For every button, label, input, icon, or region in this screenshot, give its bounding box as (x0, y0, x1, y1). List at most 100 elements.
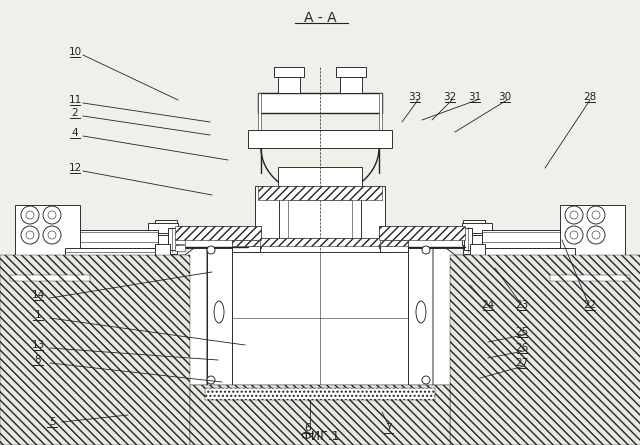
Text: 30: 30 (499, 92, 511, 102)
Circle shape (570, 231, 578, 239)
Bar (380, 240, 408, 246)
Bar (207, 238, 232, 393)
Bar (148, 223, 178, 233)
Circle shape (592, 231, 600, 239)
Bar (15, 205, 80, 257)
Bar (462, 235, 492, 245)
Bar (231, 385, 239, 403)
Bar (232, 238, 408, 398)
Bar (482, 230, 580, 248)
Bar (408, 238, 433, 393)
Bar (15, 258, 80, 276)
Bar (10, 260, 30, 274)
Bar (248, 238, 392, 252)
Bar (340, 75, 362, 93)
Circle shape (207, 376, 215, 384)
Bar (65, 248, 160, 260)
Text: 26: 26 (515, 343, 529, 353)
Bar (258, 186, 382, 200)
Bar (598, 258, 630, 276)
Circle shape (587, 206, 605, 224)
Bar (255, 186, 279, 242)
Text: 1: 1 (35, 310, 42, 320)
Text: 5: 5 (49, 417, 55, 427)
Text: 23: 23 (515, 300, 529, 310)
Text: 12: 12 (68, 163, 82, 173)
Bar (450, 255, 640, 445)
Text: 11: 11 (68, 95, 82, 105)
Bar (380, 240, 408, 252)
Circle shape (26, 231, 34, 239)
Bar (155, 220, 177, 254)
Bar (206, 385, 214, 403)
Text: 7: 7 (385, 423, 391, 433)
Polygon shape (258, 93, 261, 148)
Circle shape (592, 211, 600, 219)
Ellipse shape (416, 301, 426, 323)
Bar (480, 248, 575, 260)
Text: 33: 33 (408, 92, 422, 102)
Bar (168, 228, 176, 250)
Circle shape (43, 226, 61, 244)
Text: 22: 22 (584, 300, 596, 310)
Text: 10: 10 (68, 47, 81, 57)
Bar (416, 385, 424, 403)
Bar (258, 186, 382, 200)
Bar (232, 240, 260, 246)
Bar (175, 238, 185, 244)
Bar (463, 220, 485, 254)
Text: 13: 13 (31, 340, 45, 350)
Bar (288, 200, 352, 240)
Circle shape (207, 246, 215, 254)
Bar (155, 244, 170, 264)
Circle shape (422, 376, 430, 384)
Text: 24: 24 (481, 300, 495, 310)
Bar (232, 240, 260, 252)
Bar (464, 228, 472, 250)
Bar (278, 167, 362, 189)
Bar (192, 400, 448, 410)
Bar (190, 385, 450, 445)
Text: 31: 31 (468, 92, 482, 102)
Bar (560, 258, 625, 276)
Text: 25: 25 (515, 327, 529, 337)
Bar (205, 388, 435, 400)
Circle shape (21, 206, 39, 224)
Circle shape (587, 226, 605, 244)
Bar (12, 264, 40, 272)
Bar (278, 198, 362, 243)
Bar (175, 245, 185, 251)
Text: ФИГ.1: ФИГ.1 (300, 429, 340, 442)
Bar (248, 238, 392, 246)
Text: 4: 4 (72, 128, 78, 138)
Bar (560, 205, 625, 257)
Text: 6: 6 (305, 423, 311, 433)
Bar (278, 75, 300, 93)
Bar (379, 226, 465, 240)
Circle shape (43, 206, 61, 224)
Bar (336, 67, 366, 77)
Circle shape (570, 211, 578, 219)
Bar (175, 226, 261, 248)
Bar (148, 235, 178, 245)
Polygon shape (433, 238, 455, 393)
Bar (10, 258, 42, 276)
Circle shape (48, 211, 56, 219)
Text: 14: 14 (31, 290, 45, 300)
Text: 2: 2 (72, 108, 78, 118)
Bar (610, 260, 630, 274)
Bar (462, 223, 492, 233)
Bar (10, 275, 90, 281)
Bar (550, 275, 630, 281)
Text: А - А: А - А (304, 11, 336, 25)
Bar (0, 255, 190, 445)
Bar (361, 186, 385, 242)
Circle shape (26, 211, 34, 219)
Bar (248, 130, 392, 148)
Polygon shape (185, 238, 207, 393)
Bar (274, 67, 304, 77)
Bar (470, 244, 485, 264)
Bar (60, 230, 158, 248)
Bar (175, 226, 261, 240)
Circle shape (21, 226, 39, 244)
